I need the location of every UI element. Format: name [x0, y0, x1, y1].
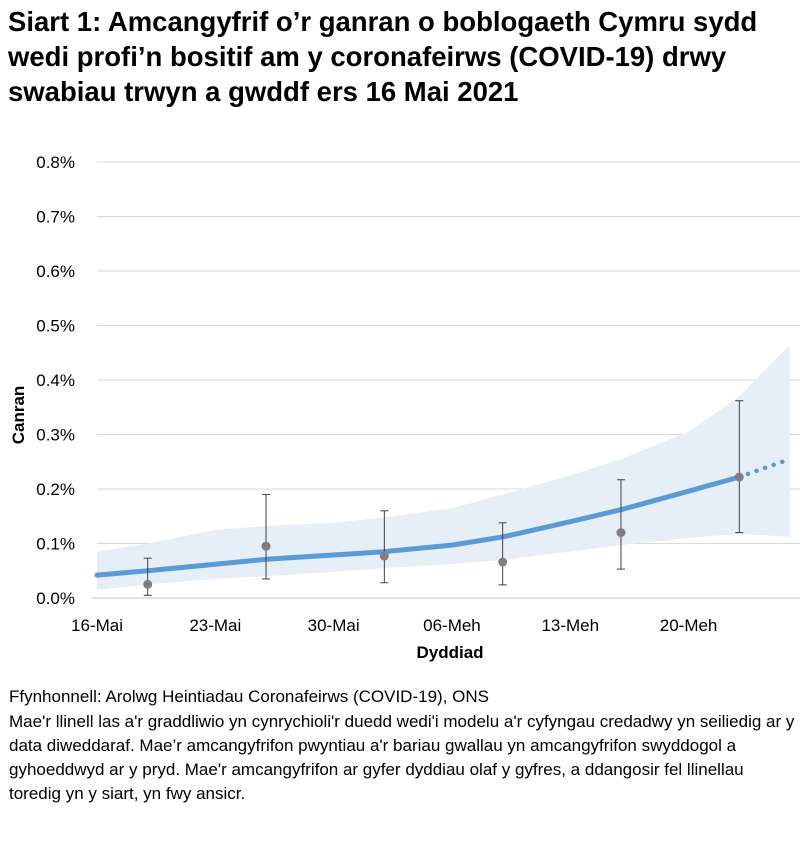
credible-interval-band — [97, 344, 790, 590]
x-tick-label: 06-Meh — [423, 616, 481, 635]
estimate-point — [379, 551, 389, 561]
gridlines — [92, 161, 800, 599]
credible-interval-area — [97, 344, 790, 590]
estimate-point — [498, 557, 508, 567]
chart-title: Siart 1: Amcangyfrif o’r ganran o boblog… — [8, 6, 758, 107]
x-axis-ticks: 16-Mai 23-Mai 30-Mai 06-Meh 13-Meh 20-Meh — [71, 616, 717, 635]
y-tick-label: 0.7% — [36, 208, 75, 227]
y-tick-label: 0.8% — [36, 153, 75, 172]
estimate-point — [261, 541, 271, 551]
estimate-point — [616, 528, 626, 538]
y-tick-label: 0.6% — [36, 262, 75, 281]
x-axis-label: Dyddiad — [416, 643, 483, 662]
y-tick-label: 0.2% — [36, 480, 75, 499]
y-tick-label: 0.5% — [36, 317, 75, 336]
source-note: Ffynhonnell: Arolwg Heintiadau Coronafei… — [9, 687, 489, 706]
x-tick-label: 23-Mai — [189, 616, 241, 635]
y-tick-label: 0.0% — [36, 589, 75, 608]
y-axis-label: Canran — [9, 386, 28, 445]
trend-line — [94, 456, 793, 578]
x-tick-label: 20-Meh — [660, 616, 718, 635]
y-tick-label: 0.1% — [36, 535, 75, 554]
y-tick-label: 0.4% — [36, 371, 75, 390]
x-tick-label: 30-Mai — [308, 616, 360, 635]
y-tick-label: 0.3% — [36, 426, 75, 445]
x-tick-label: 16-Mai — [71, 616, 123, 635]
chart-svg: 0.0% 0.1% 0.2% 0.3% 0.4% 0.5% 0.6% 0.7% 0.8% 16-… — [9, 153, 800, 662]
chart-notes: Mae'r llinell las a'r graddliwio yn cynr… — [9, 712, 795, 803]
trend-line-provisional — [737, 456, 793, 480]
official-estimates — [143, 400, 744, 596]
estimate-point — [734, 472, 744, 482]
y-axis-ticks: 0.0% 0.1% 0.2% 0.3% 0.4% 0.5% 0.6% 0.7% 0.8% — [36, 153, 75, 608]
x-tick-label: 13-Meh — [541, 616, 599, 635]
trend-line-solid — [94, 474, 742, 578]
estimate-point — [143, 579, 153, 589]
